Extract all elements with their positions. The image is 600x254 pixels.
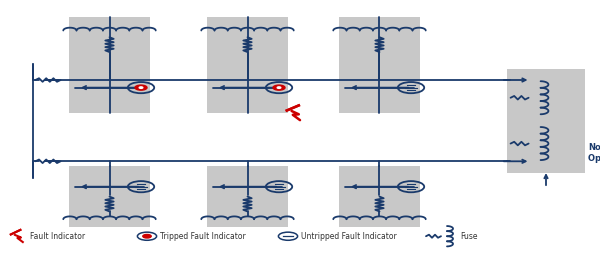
Circle shape (135, 85, 147, 90)
Bar (69, 166, 150, 227)
Bar (69, 17, 150, 113)
Circle shape (143, 234, 151, 238)
Bar (339, 166, 420, 227)
Text: Fault Indicator: Fault Indicator (30, 232, 85, 241)
Text: Untripped Fault Indicator: Untripped Fault Indicator (301, 232, 397, 241)
Text: Fuse: Fuse (460, 232, 478, 241)
Text: Tripped Fault Indicator: Tripped Fault Indicator (160, 232, 246, 241)
Text: Normally
Open Point: Normally Open Point (588, 143, 600, 163)
Circle shape (139, 87, 143, 88)
Bar (339, 17, 420, 113)
Bar (507, 69, 585, 173)
Circle shape (277, 87, 281, 88)
Bar (207, 166, 288, 227)
Bar (207, 17, 288, 113)
Circle shape (273, 85, 285, 90)
